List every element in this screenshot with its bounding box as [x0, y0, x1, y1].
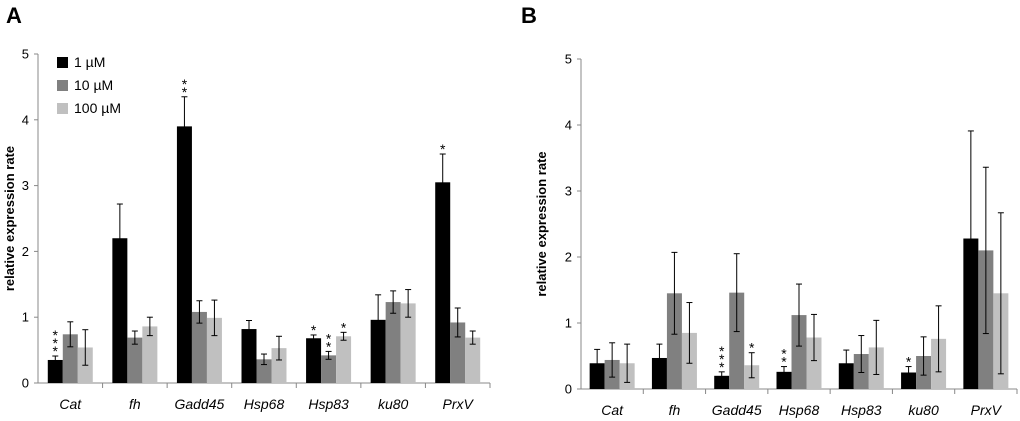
x-category-label: Cat — [601, 402, 624, 418]
significance-marker: * — [719, 359, 725, 375]
significance-marker: * — [440, 141, 446, 157]
significance-marker: * — [781, 346, 787, 362]
panel-label-a: A — [6, 3, 22, 28]
significance-marker: * — [341, 319, 347, 335]
bar-a-cat-s0 — [47, 359, 63, 383]
x-category-label: Hsp68 — [244, 396, 285, 412]
bar-a-ku80-s0 — [370, 319, 386, 383]
bar-b-ku80-s0 — [901, 372, 917, 389]
bar-a-hsp68-s0 — [241, 329, 257, 383]
bar-b-fh-s0 — [651, 357, 667, 389]
bar-a-gadd45-s0 — [176, 126, 192, 383]
y-tick-label: 1 — [565, 316, 572, 331]
significance-marker: * — [53, 343, 59, 359]
x-category-label: Hsp68 — [779, 402, 820, 418]
legend-label: 10 µM — [74, 77, 113, 93]
bar-a-gadd45-s2 — [206, 317, 222, 383]
legend-swatch — [57, 57, 68, 68]
bar-a-hsp83-s2 — [336, 336, 352, 383]
y-tick-label: 0 — [22, 376, 29, 391]
x-category-label: fh — [669, 402, 681, 418]
x-category-label: fh — [129, 396, 141, 412]
bar-b-gadd45-s0 — [714, 375, 730, 389]
bar-a-hsp68-s1 — [256, 359, 272, 383]
bar-a-prxv-s0 — [435, 182, 451, 383]
significance-marker: * — [781, 354, 787, 370]
bar-a-hsp83-s0 — [306, 338, 322, 383]
bar-a-ku80-s2 — [400, 303, 416, 383]
legend-label: 100 µM — [74, 100, 121, 116]
bar-a-fh-s1 — [127, 337, 143, 383]
y-tick-label: 1 — [22, 310, 29, 325]
significance-marker: * — [719, 351, 725, 367]
y-tick-label: 4 — [565, 118, 572, 133]
panel-label-b: B — [521, 3, 537, 28]
x-category-label: Hsp83 — [841, 402, 882, 418]
x-category-label: ku80 — [378, 396, 409, 412]
x-category-label: ku80 — [908, 402, 939, 418]
y-tick-label: 2 — [22, 244, 29, 259]
significance-marker: * — [53, 327, 59, 343]
legend-label: 1 µM — [74, 54, 105, 70]
bar-a-fh-s0 — [112, 238, 128, 383]
significance-marker: * — [749, 340, 755, 356]
x-category-label: Hsp83 — [308, 396, 349, 412]
x-category-label: PrxV — [971, 402, 1003, 418]
x-category-label: Cat — [59, 396, 82, 412]
legend-swatch — [57, 80, 68, 91]
significance-marker: * — [326, 338, 332, 354]
y-tick-label: 5 — [565, 52, 572, 67]
x-category-label: Gadd45 — [175, 396, 225, 412]
y-tick-label: 5 — [22, 47, 29, 62]
bar-a-hsp83-s1 — [321, 355, 337, 383]
bar-b-gadd45-s1 — [729, 292, 745, 389]
legend-swatch — [57, 103, 68, 114]
y-tick-label: 3 — [22, 178, 29, 193]
bar-a-hsp68-s2 — [271, 348, 287, 383]
x-category-label: Gadd45 — [712, 402, 762, 418]
bar-a-cat-s1 — [62, 334, 78, 383]
y-axis-title: relative expression rate — [2, 146, 17, 291]
bar-a-fh-s2 — [142, 326, 158, 383]
significance-marker: * — [719, 343, 725, 359]
x-category-label: PrxV — [443, 396, 475, 412]
significance-marker: * — [311, 322, 317, 338]
significance-marker: * — [326, 330, 332, 346]
bar-a-gadd45-s1 — [191, 311, 207, 383]
significance-marker: * — [906, 354, 912, 370]
y-axis-title: relative expression rate — [534, 151, 549, 296]
bar-b-hsp68-s0 — [776, 371, 792, 389]
bar-b-hsp68-s2 — [806, 337, 822, 389]
panel-b-chart: 0 1 2 3 4 5 relative expression rate Cat fh Gadd4… — [534, 52, 1018, 418]
y-tick-label: 0 — [565, 382, 572, 397]
y-tick-label: 2 — [565, 250, 572, 265]
bar-b-fh-s1 — [666, 293, 682, 389]
bar-a-prxv-s2 — [465, 337, 481, 383]
significance-marker: * — [182, 84, 188, 100]
significance-marker: * — [182, 76, 188, 92]
y-tick-label: 4 — [22, 112, 29, 127]
bar-a-prxv-s1 — [450, 322, 466, 383]
significance-marker: * — [53, 335, 59, 351]
bar-a-ku80-s1 — [385, 302, 401, 383]
bar-b-hsp68-s1 — [791, 315, 807, 389]
y-tick-label: 3 — [565, 184, 572, 199]
